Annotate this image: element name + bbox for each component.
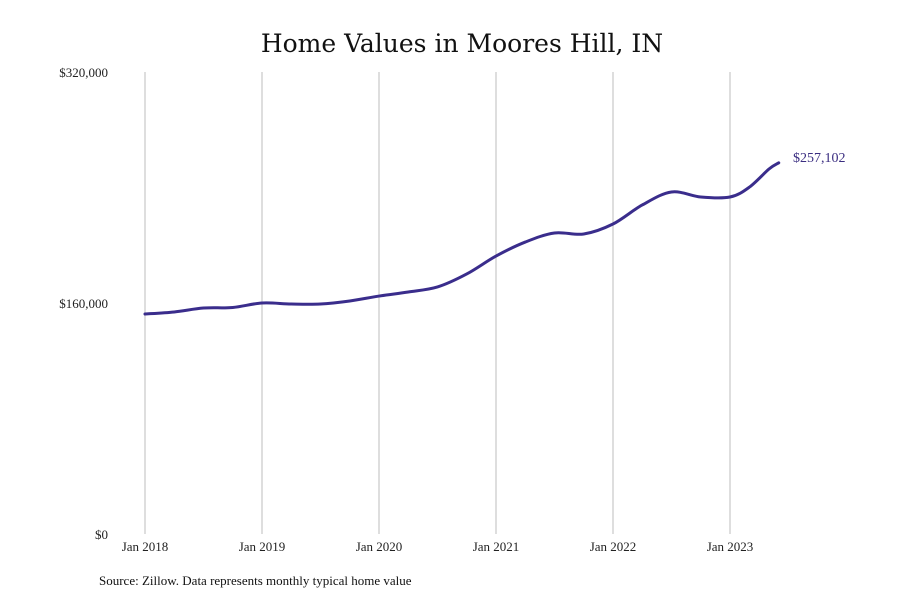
y-tick-label: $160,000: [59, 296, 108, 311]
x-tick-label: Jan 2019: [239, 539, 286, 554]
source-note: Source: Zillow. Data represents monthly …: [99, 573, 412, 588]
x-tick-label: Jan 2022: [590, 539, 637, 554]
chart-title: Home Values in Moores Hill, IN: [261, 29, 663, 58]
x-tick-label: Jan 2020: [356, 539, 403, 554]
x-tick-label: Jan 2021: [473, 539, 520, 554]
y-tick-label: $320,000: [59, 65, 108, 80]
x-tick-label: Jan 2023: [707, 539, 754, 554]
end-value-label: $257,102: [793, 151, 846, 166]
x-tick-label: Jan 2018: [122, 539, 169, 554]
series-line: [143, 161, 781, 316]
y-tick-label: $0: [95, 527, 108, 542]
